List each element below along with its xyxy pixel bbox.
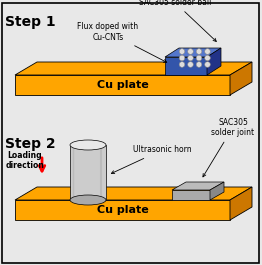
Circle shape	[188, 49, 193, 54]
Polygon shape	[15, 200, 230, 220]
Polygon shape	[165, 57, 207, 75]
Circle shape	[205, 55, 210, 61]
Circle shape	[188, 62, 193, 67]
Polygon shape	[172, 190, 210, 200]
Polygon shape	[70, 145, 106, 200]
Polygon shape	[15, 62, 252, 75]
Polygon shape	[230, 62, 252, 95]
Polygon shape	[15, 75, 230, 95]
Circle shape	[179, 49, 185, 54]
Text: Cu plate: Cu plate	[97, 80, 148, 90]
Text: SAC305 solder ball: SAC305 solder ball	[139, 0, 216, 41]
Text: Step 1: Step 1	[5, 15, 56, 29]
Polygon shape	[165, 48, 221, 57]
Text: Ultrasonic horn: Ultrasonic horn	[111, 145, 191, 174]
Circle shape	[205, 62, 210, 67]
Circle shape	[196, 62, 202, 67]
Text: Flux doped with
Cu-CNTs: Flux doped with Cu-CNTs	[78, 22, 167, 62]
Circle shape	[196, 49, 202, 54]
Polygon shape	[230, 187, 252, 220]
Text: SAC305
solder joint: SAC305 solder joint	[203, 118, 255, 177]
Ellipse shape	[70, 140, 106, 150]
Polygon shape	[172, 182, 224, 190]
Polygon shape	[15, 187, 252, 200]
Ellipse shape	[70, 195, 106, 205]
Circle shape	[196, 55, 202, 61]
Text: Cu plate: Cu plate	[97, 205, 148, 215]
Circle shape	[205, 49, 210, 54]
Circle shape	[179, 62, 185, 67]
Text: Step 2: Step 2	[5, 137, 56, 151]
Polygon shape	[210, 182, 224, 200]
Polygon shape	[207, 48, 221, 75]
Circle shape	[179, 55, 185, 61]
Text: Loading
direction: Loading direction	[6, 151, 45, 170]
Circle shape	[188, 55, 193, 61]
